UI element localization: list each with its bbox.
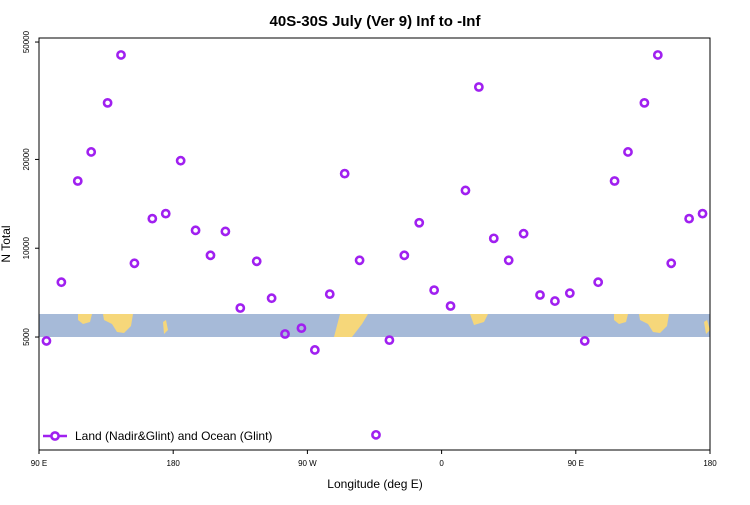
chart-title: 40S-30S July (Ver 9) Inf to -Inf xyxy=(270,13,482,30)
point xyxy=(266,293,277,304)
point xyxy=(102,97,113,108)
point xyxy=(129,258,140,269)
point xyxy=(488,233,499,244)
point xyxy=(579,336,590,346)
point xyxy=(86,147,97,157)
point xyxy=(564,288,575,299)
x-tick-label: 90 E xyxy=(568,459,584,468)
point xyxy=(414,217,425,228)
y-tick-label: 50000 xyxy=(22,30,31,53)
x-tick-label: 0 xyxy=(439,459,444,468)
point xyxy=(384,335,395,346)
y-tick-label: 20000 xyxy=(22,148,31,171)
point xyxy=(41,336,52,346)
point xyxy=(175,155,186,166)
point xyxy=(296,323,307,334)
point xyxy=(116,50,126,60)
point xyxy=(371,429,381,440)
point xyxy=(623,147,633,157)
point xyxy=(593,277,604,288)
point xyxy=(445,301,456,311)
point xyxy=(399,250,410,261)
point xyxy=(251,256,262,267)
point xyxy=(72,176,83,186)
point xyxy=(652,50,663,60)
point xyxy=(473,82,484,92)
point xyxy=(280,329,290,339)
point xyxy=(339,168,350,179)
plot-frame xyxy=(38,37,711,451)
point xyxy=(220,226,231,237)
y-tick-label: 5000 xyxy=(22,328,31,346)
point xyxy=(205,250,216,261)
point xyxy=(160,208,171,219)
point xyxy=(684,213,695,224)
point xyxy=(666,258,677,269)
point xyxy=(639,97,650,108)
x-tick-label: 180 xyxy=(703,459,717,468)
point xyxy=(354,255,365,266)
point xyxy=(550,296,560,306)
map-strip xyxy=(39,314,710,337)
point xyxy=(147,213,158,224)
x-tick-label: 180 xyxy=(167,459,181,468)
x-axis-label: Longitude (deg E) xyxy=(327,477,422,491)
point xyxy=(535,290,545,300)
legend-marker xyxy=(50,431,60,441)
point xyxy=(460,185,471,196)
point xyxy=(309,345,320,355)
point xyxy=(324,289,335,299)
y-tick-label: 10000 xyxy=(22,237,31,260)
legend-label: Land (Nadir&Glint) and Ocean (Glint) xyxy=(75,429,272,443)
point xyxy=(235,303,246,313)
point xyxy=(190,225,201,236)
y-axis-label: N Total xyxy=(0,225,13,262)
point xyxy=(697,208,708,219)
x-tick-label: 90 E xyxy=(31,459,47,468)
point xyxy=(518,228,529,239)
x-tick-label: 90 W xyxy=(298,459,317,468)
point xyxy=(429,285,440,296)
point xyxy=(56,277,67,288)
point xyxy=(609,176,620,186)
point xyxy=(503,255,514,266)
